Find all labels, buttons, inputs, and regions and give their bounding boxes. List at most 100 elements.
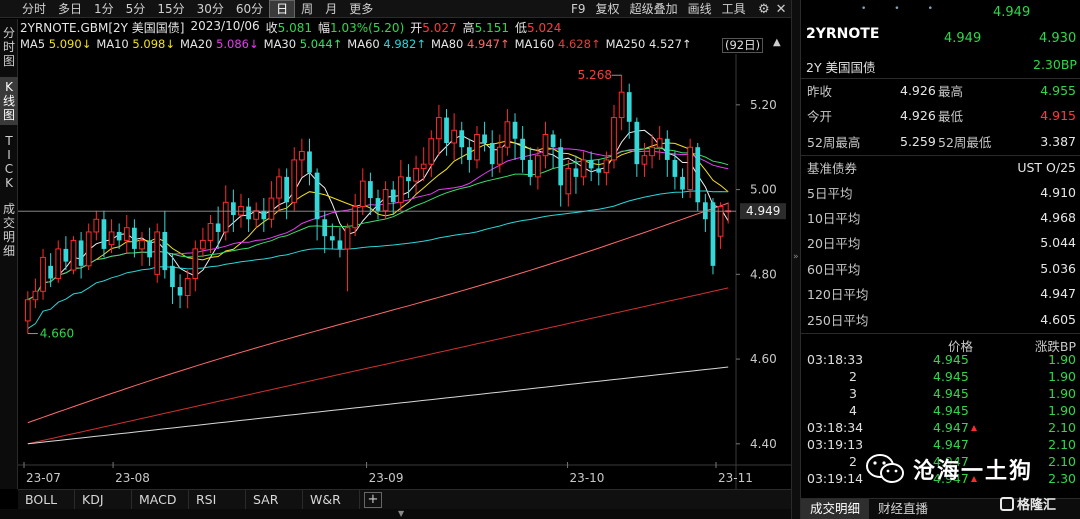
candle — [550, 130, 556, 169]
quote-change-bp: 2.30BP — [1033, 57, 1077, 72]
trade-row: 03:19:13 4.947 2.10 — [807, 437, 1076, 452]
y-tick-label: 4.40 — [750, 437, 777, 451]
indicator-tab[interactable]: KDJ — [75, 489, 132, 510]
expand-down-icon[interactable]: ▼ — [398, 509, 405, 518]
candle — [489, 130, 495, 177]
candle — [139, 231, 145, 266]
candle — [132, 219, 137, 258]
quote-panel: ••• 4.949 2YRNOTE 4.949 4.930 2Y 美国国债 2.… — [801, 0, 1080, 519]
candle — [382, 181, 389, 220]
candle — [170, 253, 175, 304]
indicator-tab[interactable]: W&R — [303, 489, 360, 510]
candle — [299, 138, 305, 177]
candle — [85, 223, 92, 271]
period-tab[interactable]: 更多 — [349, 1, 374, 16]
quote-small-price: 4.949 — [993, 5, 1031, 20]
indicator-tab[interactable]: MACD — [132, 489, 189, 510]
candle — [70, 236, 77, 275]
ma30-value: MA30 5.044↑ — [263, 37, 343, 51]
close-value: 收5.081 — [265, 21, 313, 35]
candle — [580, 151, 587, 186]
period-count[interactable]: (92日) — [722, 38, 764, 53]
toolbar-button[interactable]: F9 — [571, 2, 586, 16]
x-tick-label: 23-09 — [369, 471, 404, 485]
period-tab[interactable]: 周 — [301, 1, 314, 16]
candle — [101, 210, 107, 258]
row-52week: 52周最高 5.259 52周最低 3.387 — [807, 134, 1076, 150]
candle — [444, 109, 449, 156]
indicator-tab[interactable]: BOLL — [18, 489, 75, 510]
watermark: 沧海一土狗 — [865, 452, 1033, 486]
ma5-value: MA5 5.090↓ — [20, 37, 92, 51]
high-value: 高5.151 — [462, 21, 509, 35]
collapse-arrow-icon[interactable]: ▲ — [773, 37, 781, 48]
toolbar-button[interactable]: 复权 — [595, 2, 620, 16]
ma80-value: MA80 4.947↑ — [430, 37, 510, 51]
quote-price-1: 4.949 — [944, 31, 982, 46]
y-tick-label: 5.00 — [750, 183, 777, 197]
period-tab[interactable]: 分时 — [22, 1, 47, 16]
candle — [184, 270, 191, 309]
candle — [177, 274, 183, 309]
candle — [314, 168, 320, 241]
expand-right-icon[interactable]: » — [793, 252, 799, 262]
period-tab[interactable]: 5分 — [125, 1, 146, 16]
candle — [649, 134, 655, 169]
view-tab[interactable]: 分时图 — [2, 26, 15, 68]
add-indicator-button[interactable]: + — [364, 491, 382, 508]
candle — [93, 210, 100, 241]
settings-gear-icon[interactable]: ⚙ — [758, 1, 770, 17]
ma250-line — [27, 366, 729, 445]
up-arrow-icon — [971, 425, 977, 431]
toolbar-button[interactable]: 工具 — [721, 2, 746, 16]
bottom-strip: ▼ — [0, 509, 791, 519]
panel-tab[interactable]: 成交明细 — [801, 499, 870, 519]
trade-row: 2 4.947 2.10 — [849, 454, 1076, 469]
period-tab[interactable]: 日 — [269, 0, 296, 18]
candle — [215, 206, 221, 249]
toolbar-button[interactable]: 超级叠加 — [629, 2, 678, 16]
view-tab[interactable]: 成交明细 — [2, 202, 15, 258]
toolbar-button[interactable]: 画线 — [687, 2, 712, 16]
panel-splitter[interactable]: » — [791, 0, 801, 519]
period-tab[interactable]: 多日 — [58, 1, 83, 16]
y-tick-label: 5.20 — [750, 98, 777, 112]
y-tick-label: 4.80 — [750, 267, 777, 281]
panel-tab[interactable]: 财经直播 — [878, 501, 929, 516]
x-tick-label: 23-10 — [570, 471, 605, 485]
candle — [291, 147, 298, 211]
ma10-value: MA10 5.098↓ — [96, 37, 175, 51]
candle — [573, 155, 579, 194]
quote-name: 2Y 美国国债 — [806, 60, 876, 75]
period-tab[interactable]: 15分 — [157, 1, 185, 16]
candle — [368, 172, 373, 216]
candle — [618, 75, 625, 131]
candle — [672, 151, 678, 190]
candle — [200, 227, 206, 258]
candlestick-chart[interactable]: 5.20 5.00 4.80 4.60 4.40 23-07 23-08 23-09 23-10… — [18, 54, 791, 489]
period-tab[interactable]: 月 — [325, 1, 338, 16]
period-tab[interactable]: 1分 — [94, 1, 114, 16]
candle — [482, 121, 487, 152]
candle — [474, 126, 480, 169]
candle — [496, 134, 503, 173]
candle — [459, 121, 465, 165]
candle — [108, 219, 115, 254]
watermark-gelonghui: 格隆汇 — [1000, 494, 1056, 513]
candle — [527, 147, 533, 186]
candle — [656, 126, 663, 160]
candle — [284, 168, 290, 220]
candle — [253, 202, 260, 228]
candle — [535, 147, 541, 190]
indicator-tab[interactable]: SAR — [246, 489, 303, 510]
period-tab[interactable]: 30分 — [196, 1, 224, 16]
indicator-tab[interactable]: RSI — [189, 489, 246, 510]
candle — [78, 231, 84, 279]
period-tab[interactable]: 60分 — [235, 1, 264, 16]
close-icon[interactable]: ✕ — [775, 1, 787, 17]
candle — [641, 142, 648, 177]
candle — [32, 278, 39, 309]
symbol-name: 2YRNOTE.GBM[2Y 美国国债] — [20, 21, 185, 35]
